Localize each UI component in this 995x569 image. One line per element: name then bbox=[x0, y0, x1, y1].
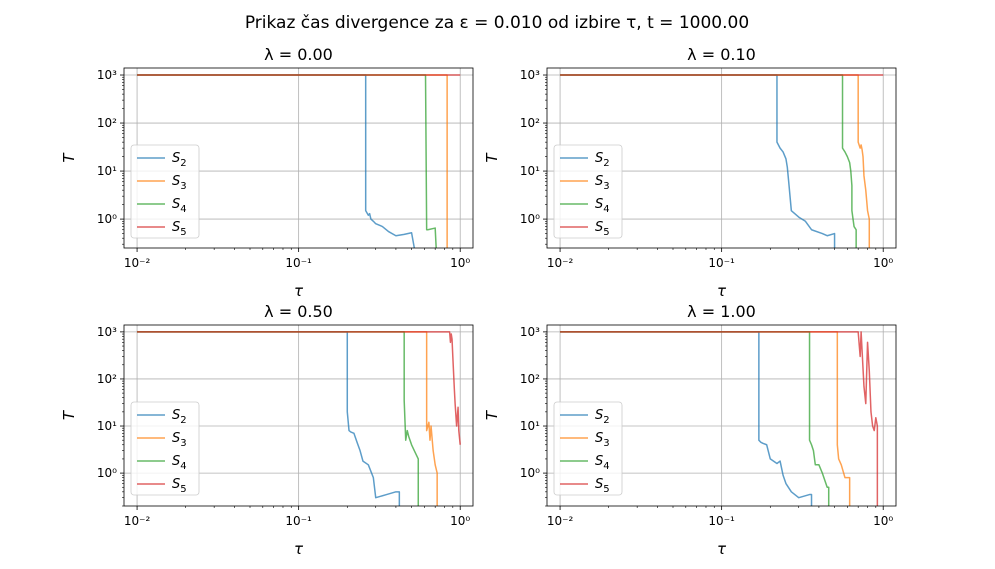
legend: S2 S3 S4 S5 bbox=[130, 144, 200, 239]
x-tick-label: 10⁰ bbox=[450, 256, 470, 270]
y-tick-label: 10² bbox=[520, 116, 540, 130]
x-tick-label: 10⁻² bbox=[124, 256, 151, 270]
y-tick-label: 10¹ bbox=[97, 419, 117, 433]
y-tick-label: 10⁰ bbox=[520, 212, 540, 226]
series-line-S3 bbox=[560, 331, 851, 506]
y-tick-label: 10³ bbox=[520, 325, 540, 339]
series-group bbox=[560, 331, 879, 506]
subplot-title: λ = 1.00 bbox=[687, 302, 756, 321]
x-tick-label: 10⁻¹ bbox=[708, 256, 735, 270]
series-line-S2 bbox=[137, 74, 416, 248]
series-group bbox=[560, 74, 884, 248]
legend-label: S2 bbox=[595, 408, 610, 426]
legend-label: S2 bbox=[172, 151, 187, 169]
subplot-title: λ = 0.10 bbox=[687, 45, 756, 64]
legend-label: S4 bbox=[172, 454, 187, 472]
x-axis-label: τ bbox=[717, 540, 727, 558]
legend: S2 S3 S4 S5 bbox=[130, 401, 200, 496]
y-tick-label: 10⁰ bbox=[97, 212, 117, 226]
legend-label: S4 bbox=[172, 197, 187, 215]
axes-frame bbox=[546, 67, 897, 249]
legend-frame bbox=[553, 144, 623, 239]
legend-label: S2 bbox=[595, 151, 610, 169]
series-line-S3 bbox=[560, 74, 871, 248]
y-tick-label: 10¹ bbox=[520, 164, 540, 178]
legend-label: S3 bbox=[595, 174, 610, 192]
legend-label: S5 bbox=[595, 220, 610, 238]
x-tick-label: 10⁻² bbox=[547, 256, 574, 270]
x-tick-label: 10⁻¹ bbox=[285, 256, 312, 270]
series-line-S3 bbox=[137, 331, 438, 506]
legend-label: S2 bbox=[172, 408, 187, 426]
y-tick-label: 10² bbox=[97, 372, 117, 386]
y-tick-label: 10³ bbox=[520, 68, 540, 82]
axes-frame bbox=[123, 324, 474, 507]
legend-label: S3 bbox=[172, 174, 187, 192]
y-tick-label: 10¹ bbox=[520, 419, 540, 433]
y-tick-label: 10³ bbox=[97, 325, 117, 339]
y-tick-label: 10¹ bbox=[97, 164, 117, 178]
series-line-S4 bbox=[137, 331, 420, 506]
axes-frame bbox=[546, 324, 897, 507]
legend: S2 S3 S4 S5 bbox=[553, 144, 623, 239]
y-tick-label: 10² bbox=[97, 116, 117, 130]
legend-label: S5 bbox=[172, 220, 187, 238]
y-axis-label: T bbox=[483, 409, 501, 420]
series-line-S4 bbox=[560, 74, 857, 248]
series-line-S5 bbox=[137, 331, 461, 445]
legend-label: S3 bbox=[595, 431, 610, 449]
legend-label: S3 bbox=[172, 431, 187, 449]
series-group bbox=[137, 331, 461, 506]
series-line-S4 bbox=[560, 331, 830, 506]
legend: S2 S3 S4 S5 bbox=[553, 401, 623, 496]
subplot-title: λ = 0.00 bbox=[264, 45, 333, 64]
legend-label: S5 bbox=[595, 477, 610, 495]
series-line-S2 bbox=[560, 331, 813, 506]
series-line-S2 bbox=[137, 331, 401, 506]
x-tick-label: 10⁻¹ bbox=[285, 514, 312, 528]
legend-label: S4 bbox=[595, 197, 610, 215]
y-tick-label: 10⁰ bbox=[97, 466, 117, 480]
x-tick-label: 10⁻² bbox=[124, 514, 151, 528]
legend-frame bbox=[130, 401, 200, 496]
legend-frame bbox=[130, 144, 200, 239]
subplot-title: λ = 0.50 bbox=[264, 302, 333, 321]
legend-label: S4 bbox=[595, 454, 610, 472]
x-tick-label: 10⁻¹ bbox=[708, 514, 735, 528]
x-tick-label: 10⁰ bbox=[873, 514, 893, 528]
figure-suptitle: Prikaz čas divergence za ε = 0.010 od iz… bbox=[245, 13, 749, 33]
y-axis-label: T bbox=[60, 152, 78, 163]
x-tick-label: 10⁻² bbox=[547, 514, 574, 528]
x-tick-label: 10⁰ bbox=[450, 514, 470, 528]
series-group bbox=[137, 74, 461, 248]
x-axis-label: τ bbox=[717, 282, 727, 300]
y-axis-label: T bbox=[483, 152, 501, 163]
legend-label: S5 bbox=[172, 477, 187, 495]
x-axis-label: τ bbox=[294, 540, 304, 558]
series-line-S5 bbox=[560, 331, 879, 506]
y-tick-label: 10² bbox=[520, 372, 540, 386]
series-line-S2 bbox=[560, 74, 836, 248]
x-tick-label: 10⁰ bbox=[873, 256, 893, 270]
y-axis-label: T bbox=[60, 409, 78, 420]
legend-frame bbox=[553, 401, 623, 496]
x-axis-label: τ bbox=[294, 282, 304, 300]
y-tick-label: 10⁰ bbox=[520, 466, 540, 480]
y-tick-label: 10³ bbox=[97, 68, 117, 82]
axes-frame bbox=[123, 67, 474, 249]
